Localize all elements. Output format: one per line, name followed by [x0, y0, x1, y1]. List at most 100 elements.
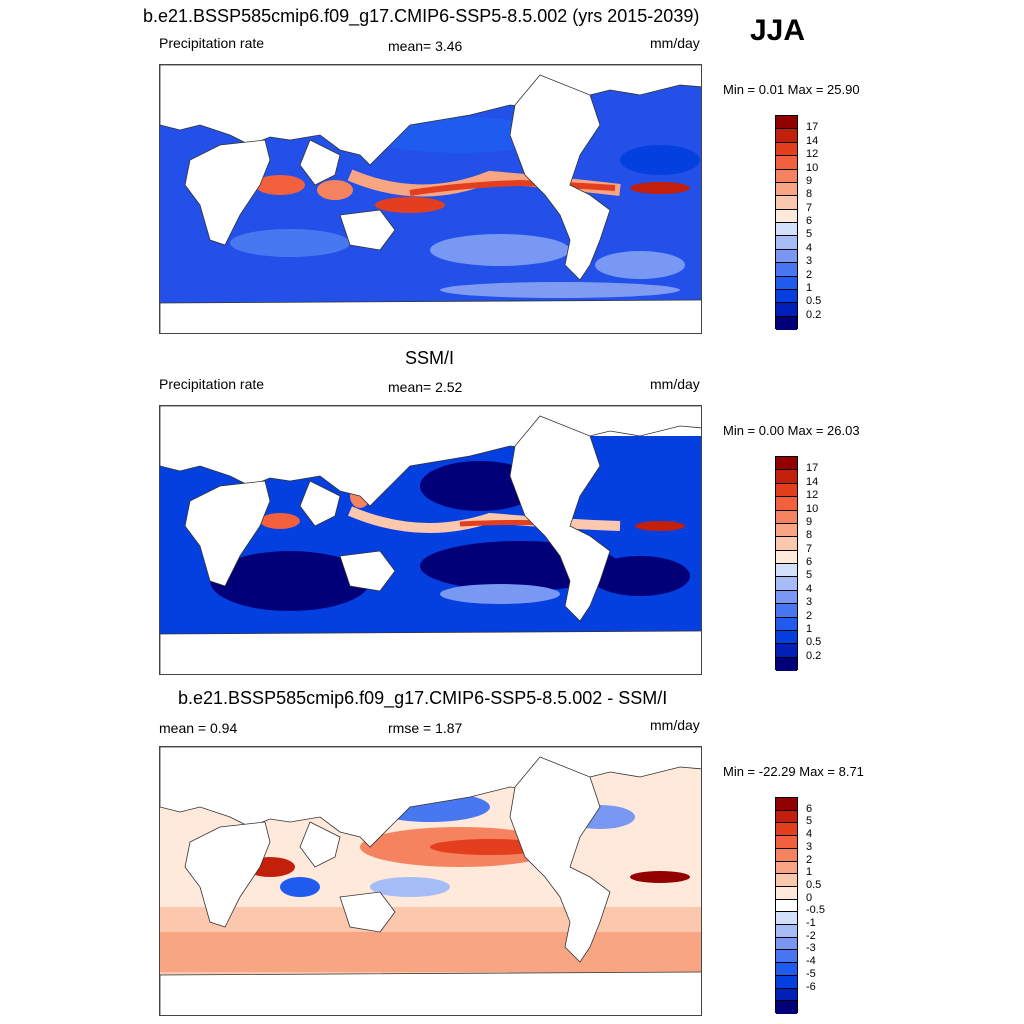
colorbar-swatch	[776, 457, 797, 471]
panel2-mean-label: mean= 2.52	[388, 379, 463, 395]
colorbar-tick-label: 6	[806, 215, 813, 227]
colorbar-swatch	[776, 657, 797, 671]
colorbar-swatch	[776, 975, 797, 989]
colorbar-swatch	[776, 182, 797, 197]
colorbar-swatch	[776, 798, 797, 811]
colorbar-swatch	[776, 617, 797, 631]
colorbar-swatch	[776, 116, 797, 130]
colorbar-swatch	[776, 209, 797, 223]
colorbar-tick-label: 1	[806, 281, 813, 294]
colorbar-swatch	[776, 836, 797, 849]
colorbar-tick-label: 1	[806, 622, 813, 635]
season-label: JJA	[750, 14, 806, 47]
colorbar-swatch	[776, 564, 797, 578]
colorbar-swatch	[776, 129, 797, 143]
panel3-colorbar	[775, 797, 798, 1014]
colorbar-swatch	[776, 577, 797, 591]
panel1-units-label: mm/day	[650, 35, 700, 51]
colorbar-swatch	[776, 550, 797, 564]
colorbar-tick-label: 5	[806, 815, 813, 828]
colorbar-swatch	[776, 1001, 797, 1014]
colorbar-swatch	[776, 537, 797, 551]
colorbar-tick-label: 14	[806, 134, 819, 147]
colorbar-swatch	[776, 303, 797, 317]
panel3-mean-label: mean = 0.94	[159, 720, 238, 736]
colorbar-swatch	[776, 886, 797, 900]
panel2-variable-label: Precipitation rate	[159, 376, 265, 392]
panel2-units-label: mm/day	[650, 376, 700, 392]
colorbar-tick-label: 3	[806, 255, 813, 268]
colorbar-swatch	[776, 497, 797, 511]
colorbar-tick-label: 9	[806, 174, 813, 187]
colorbar-tick-label: 17	[806, 462, 819, 475]
colorbar-swatch	[776, 249, 797, 264]
colorbar-tick-label: 10	[806, 161, 819, 174]
colorbar-tick-label: 0.2	[806, 308, 822, 321]
colorbar-tick-label: 6	[806, 556, 813, 568]
colorbar-tick-label: 0	[806, 891, 813, 904]
colorbar-tick-label: 7	[806, 542, 813, 555]
colorbar-tick-label: 0.5	[806, 636, 822, 649]
colorbar-swatch	[776, 810, 797, 824]
colorbar-swatch	[776, 861, 797, 875]
colorbar-swatch	[776, 156, 797, 170]
panel1-variable-label: Precipitation rate	[159, 35, 265, 51]
colorbar-tick-label: 3	[806, 596, 813, 609]
colorbar-tick-label: -3	[806, 942, 816, 955]
colorbar-swatch	[776, 604, 797, 618]
colorbar-tick-label: 4	[806, 828, 813, 841]
colorbar-swatch	[776, 937, 797, 951]
panel2-colorbar	[775, 456, 798, 671]
colorbar-tick-label: -1	[806, 917, 816, 930]
colorbar-tick-label: -5	[806, 967, 816, 980]
colorbar-swatch	[776, 590, 797, 605]
colorbar-swatch	[776, 236, 797, 250]
colorbar-swatch	[776, 874, 797, 887]
colorbar-swatch	[776, 510, 797, 524]
colorbar-swatch	[776, 630, 797, 645]
panel1-minmax-label: Min = 0.01 Max = 25.90	[723, 82, 860, 97]
panel3-rmse-label: rmse = 1.87	[388, 720, 463, 736]
colorbar-swatch	[776, 289, 797, 304]
panel3-map	[159, 746, 702, 1016]
panel1-colorbar	[775, 115, 798, 330]
colorbar-swatch	[776, 169, 797, 183]
colorbar-tick-label: 7	[806, 201, 813, 214]
panel2-title: SSM/I	[405, 348, 455, 368]
panel2-minmax-label: Min = 0.00 Max = 26.03	[723, 423, 860, 438]
colorbar-swatch	[776, 196, 797, 210]
colorbar-swatch	[776, 988, 797, 1002]
panel1-mean-label: mean= 3.46	[388, 38, 463, 54]
panel3-minmax-label: Min = -22.29 Max = 8.71	[723, 764, 864, 779]
colorbar-tick-label: 12	[806, 148, 819, 161]
colorbar-tick-label: 17	[806, 121, 819, 134]
colorbar-swatch	[776, 848, 797, 862]
colorbar-swatch	[776, 316, 797, 330]
colorbar-swatch	[776, 276, 797, 290]
panel1-map	[159, 64, 702, 334]
colorbar-tick-label: 2	[806, 853, 813, 866]
colorbar-swatch	[776, 483, 797, 498]
colorbar-tick-label: 8	[806, 188, 813, 201]
colorbar-tick-label: 3	[806, 840, 813, 853]
colorbar-tick-label: 14	[806, 475, 819, 488]
colorbar-tick-label: 12	[806, 489, 819, 502]
colorbar-tick-label: 5	[806, 228, 813, 241]
colorbar-swatch	[776, 950, 797, 964]
colorbar-tick-label: 1	[806, 866, 813, 879]
colorbar-swatch	[776, 142, 797, 157]
colorbar-swatch	[776, 523, 797, 538]
colorbar-swatch	[776, 470, 797, 484]
colorbar-tick-label: 6	[806, 802, 813, 815]
colorbar-tick-label: -0.5	[806, 904, 825, 917]
colorbar-tick-label: 2	[806, 609, 813, 622]
colorbar-swatch	[776, 223, 797, 237]
colorbar-tick-label: 0.2	[806, 649, 822, 662]
colorbar-tick-label: 4	[806, 582, 813, 595]
colorbar-swatch	[776, 899, 797, 913]
panel2-map	[159, 405, 702, 675]
colorbar-swatch	[776, 263, 797, 277]
colorbar-swatch	[776, 912, 797, 926]
colorbar-tick-label: 4	[806, 241, 813, 254]
colorbar-tick-label: 8	[806, 529, 813, 542]
